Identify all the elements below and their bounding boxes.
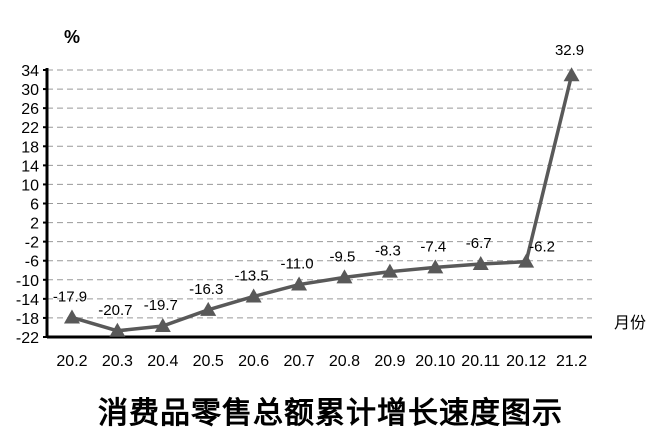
data-label: -11.0 (281, 256, 314, 273)
data-label: 32.9 (555, 42, 584, 59)
y-tick-label: 10 (21, 177, 39, 194)
data-point-marker (291, 276, 308, 291)
x-axis-label: 月份 (614, 314, 646, 332)
y-tick-label: -10 (16, 273, 39, 290)
y-tick-label: 34 (21, 63, 39, 80)
x-tick-label: 20.11 (461, 353, 500, 370)
data-point-marker (336, 269, 353, 284)
data-point-marker (563, 67, 580, 82)
data-point-marker (63, 309, 80, 324)
y-tick-label: 2 (30, 216, 39, 233)
data-point-marker (200, 301, 217, 316)
data-point-marker (472, 256, 489, 271)
data-point-marker (427, 259, 444, 274)
y-tick-label: -18 (16, 311, 39, 328)
y-tick-label: -2 (25, 235, 39, 252)
data-point-marker (245, 288, 262, 303)
chart-title: 消费品零售总额累计增长速度图示 (98, 396, 563, 431)
x-tick-label: 20.8 (329, 353, 360, 370)
data-label: -16.3 (189, 281, 223, 298)
x-tick-label: 20.7 (283, 353, 314, 370)
data-label: -13.5 (235, 267, 269, 284)
y-tick-label: -22 (16, 330, 39, 347)
x-tick-label: 21.2 (556, 353, 587, 370)
x-tick-label: 20.2 (56, 353, 87, 370)
y-tick-label: 18 (21, 139, 39, 156)
y-tick-label: 30 (21, 82, 39, 99)
data-label: -20.7 (98, 302, 132, 319)
data-point-marker (154, 318, 171, 333)
data-label: -6.2 (529, 239, 555, 256)
x-tick-label: 20.4 (147, 353, 178, 370)
y-tick-label: 6 (30, 197, 39, 214)
y-tick-label: 14 (21, 158, 39, 175)
data-label: -7.4 (420, 238, 446, 255)
x-tick-label: 20.5 (193, 353, 224, 370)
y-tick-label: 22 (21, 120, 39, 137)
y-axis-label: % (64, 27, 80, 47)
data-label: -6.7 (466, 235, 492, 252)
data-point-marker (381, 263, 398, 278)
data-label: -9.5 (330, 248, 356, 265)
y-tick-label: -14 (16, 292, 39, 309)
x-tick-label: 20.10 (415, 353, 455, 370)
x-tick-label: 20.12 (506, 353, 546, 370)
y-tick-label: 26 (21, 101, 39, 118)
data-label: -8.3 (375, 243, 401, 260)
x-tick-label: 20.3 (102, 353, 133, 370)
data-label: -19.7 (144, 297, 178, 314)
y-tick-label: -6 (25, 254, 39, 271)
data-point-marker (109, 322, 126, 337)
series-line (71, 74, 574, 333)
data-point-marker (518, 253, 535, 268)
data-label: -17.9 (53, 288, 87, 305)
x-tick-label: 20.9 (374, 353, 405, 370)
x-tick-label: 20.6 (238, 353, 269, 370)
